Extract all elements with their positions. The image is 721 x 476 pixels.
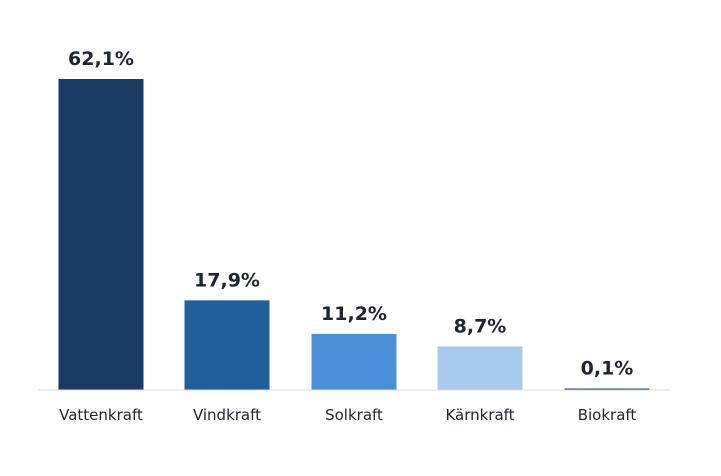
- bar-biokraft: [564, 388, 650, 390]
- bar-vindkraft: [184, 300, 270, 390]
- category-labels-layer: Vattenkraft Vindkraft Solkraft Kärnkraft Bio…: [59, 406, 636, 424]
- category-label: Vindkraft: [193, 406, 261, 424]
- category-label: Kärnkraft: [445, 406, 514, 424]
- category-label: Vattenkraft: [59, 406, 143, 424]
- value-label: 11,2%: [321, 303, 387, 325]
- value-label: 62,1%: [68, 48, 134, 70]
- category-label: Biokraft: [578, 406, 637, 424]
- bars-layer: [58, 79, 650, 390]
- bar-vattenkraft: [58, 79, 144, 390]
- value-label: 17,9%: [194, 269, 260, 291]
- value-label: 8,7%: [454, 315, 507, 337]
- value-labels-layer: 62,1% 17,9% 11,2% 8,7% 0,1%: [68, 48, 633, 380]
- value-label: 0,1%: [581, 358, 634, 380]
- bar-k-rnkraft: [437, 346, 523, 390]
- bar-solkraft: [311, 333, 397, 390]
- category-label: Solkraft: [325, 406, 383, 424]
